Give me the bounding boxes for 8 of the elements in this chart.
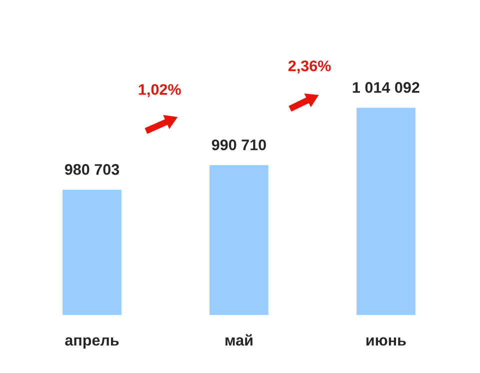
x-tick-label: июнь [366,337,406,346]
data-label: 990 710 [212,139,266,150]
x-tick-label: апрель [65,337,119,349]
data-label: 1 014 092 [352,82,420,93]
text: 2,36% [288,60,331,74]
x-tick-label: май [226,334,252,346]
text: 1,02% [138,84,181,98]
data-label: 980 703 [64,164,120,175]
